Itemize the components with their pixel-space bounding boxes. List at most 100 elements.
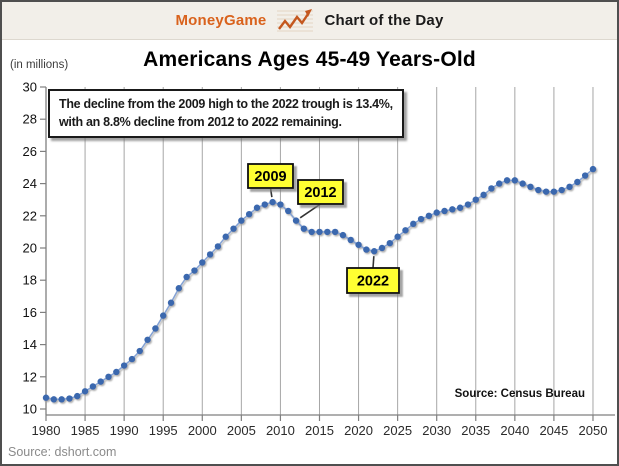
- data-point: [128, 355, 136, 363]
- y-tick-label: 26: [23, 144, 37, 159]
- x-tick-label: 2010: [266, 423, 295, 438]
- callout-leader: [372, 256, 375, 269]
- data-point: [363, 246, 370, 253]
- callout-box-2009: [247, 163, 294, 189]
- data-point: [42, 394, 50, 401]
- y-tick-label: 20: [23, 241, 37, 256]
- data-point: [183, 273, 190, 281]
- y-tick-label: 28: [23, 112, 37, 127]
- data-point: [152, 325, 159, 332]
- y-axis-units-label: (in millions): [10, 59, 69, 71]
- data-point: [300, 225, 308, 232]
- data-point: [480, 191, 487, 199]
- data-point: [113, 368, 120, 376]
- data-point: [58, 396, 65, 403]
- data-point: [402, 227, 409, 234]
- data-point: [285, 207, 292, 215]
- x-tick-label: 2000: [188, 423, 217, 438]
- data-point: [488, 185, 495, 192]
- data-point: [277, 201, 284, 208]
- data-point: [589, 165, 597, 173]
- source-census-label: Source: Census Bureau: [454, 388, 585, 400]
- data-point: [339, 231, 347, 239]
- data-point: [417, 215, 425, 223]
- x-tick-label: 2030: [422, 423, 451, 438]
- callout-label-2012: 2012: [304, 185, 336, 201]
- data-point: [550, 188, 558, 195]
- data-point: [331, 228, 339, 236]
- x-tick-label: 2045: [539, 423, 568, 438]
- data-point: [496, 180, 503, 187]
- data-point: [191, 267, 198, 274]
- data-point: [89, 383, 97, 390]
- data-point: [472, 196, 479, 203]
- data-point: [199, 259, 206, 266]
- callout-label-2009: 2009: [254, 169, 286, 185]
- data-point: [206, 251, 214, 258]
- data-point: [167, 299, 175, 306]
- data-point: [574, 178, 581, 186]
- data-point: [535, 186, 542, 194]
- data-point: [97, 378, 104, 385]
- data-point: [230, 225, 237, 232]
- annotation-text-line2: with an 8.8% decline from 2012 to 2022 r…: [59, 115, 342, 129]
- y-tick-label: 14: [23, 337, 37, 352]
- data-point: [370, 248, 378, 255]
- x-tick-label: 2015: [305, 423, 334, 438]
- x-tick-label: 2025: [383, 423, 412, 438]
- data-point: [519, 180, 526, 187]
- data-point: [456, 204, 464, 211]
- data-point: [316, 228, 323, 236]
- data-point: [222, 233, 229, 240]
- x-tick-label: 2020: [344, 423, 373, 438]
- x-tick-label: 2050: [579, 423, 608, 438]
- data-point: [449, 206, 456, 213]
- data-point: [81, 388, 89, 395]
- data-point: [144, 336, 151, 343]
- data-point: [292, 217, 300, 224]
- data-point: [464, 201, 472, 208]
- data-point: [269, 198, 276, 206]
- data-point: [425, 212, 433, 219]
- x-tick-label: 2035: [461, 423, 490, 438]
- data-point: [511, 177, 519, 184]
- data-point: [433, 209, 440, 216]
- data-point: [120, 362, 128, 369]
- data-point: [386, 239, 394, 247]
- data-point: [441, 207, 448, 215]
- data-point: [50, 396, 58, 403]
- data-point: [347, 236, 354, 244]
- source-dshort-label: Source: dshort.com: [8, 445, 117, 459]
- data-point: [253, 204, 261, 211]
- annotation-text-line1: The decline from the 2009 high to the 20…: [59, 97, 393, 111]
- callout-leader: [269, 187, 273, 198]
- data-point: [245, 210, 253, 218]
- chart-title: Americans Ages 45-49 Years-Old: [143, 48, 476, 71]
- data-point: [378, 244, 386, 252]
- data-point: [566, 183, 573, 191]
- y-tick-label: 18: [23, 273, 37, 288]
- y-tick-label: 30: [23, 80, 37, 95]
- data-point: [105, 373, 112, 380]
- x-tick-label: 1980: [32, 423, 61, 438]
- x-tick-label: 2040: [500, 423, 529, 438]
- data-point: [136, 347, 143, 355]
- y-tick-label: 22: [23, 208, 37, 223]
- data-point: [324, 228, 331, 236]
- data-point: [527, 183, 534, 191]
- y-tick-label: 16: [23, 305, 37, 320]
- data-point: [542, 188, 550, 195]
- data-point: [74, 392, 81, 400]
- data-point: [410, 220, 417, 228]
- data-point: [355, 241, 362, 248]
- data-point: [160, 312, 167, 319]
- callout-box-2022: [346, 267, 400, 294]
- brand-logo-text[interactable]: MoneyGame: [175, 12, 267, 29]
- data-point: [261, 201, 268, 208]
- callout-box-2012: [297, 179, 344, 205]
- data-point: [66, 395, 73, 402]
- y-tick-label: 10: [23, 402, 37, 417]
- masthead: MoneyGame Chart of the Day: [2, 2, 617, 40]
- callout-leader: [299, 203, 321, 219]
